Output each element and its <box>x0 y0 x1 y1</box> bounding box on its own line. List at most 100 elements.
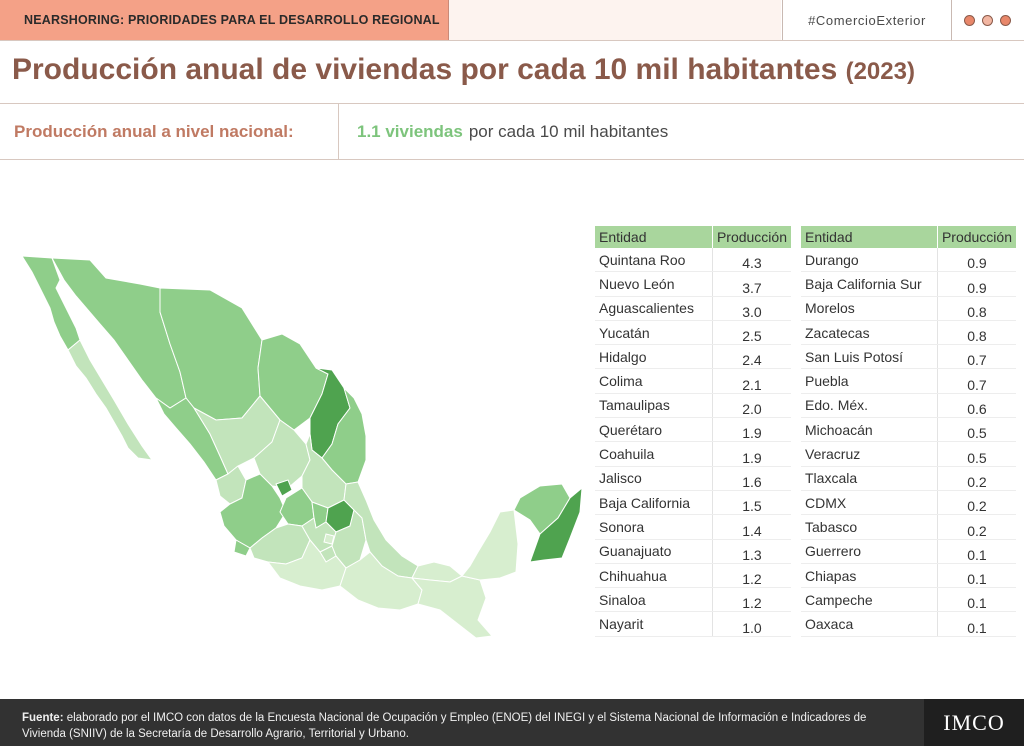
table-row: Sonora 1.4 <box>595 514 791 540</box>
entity-name: Baja California Sur <box>801 271 938 297</box>
map-jalisco <box>219 473 287 549</box>
production-value: 0.2 <box>936 514 1016 540</box>
entity-name: Veracruz <box>801 441 938 467</box>
entity-name: Campeche <box>801 587 938 613</box>
table-row: Guerrero 0.1 <box>801 539 1016 564</box>
table-row: Michoacán 0.5 <box>801 417 1016 443</box>
production-value: 0.5 <box>936 417 1016 443</box>
table-row: Durango 0.9 <box>801 248 1016 273</box>
production-value: 0.9 <box>936 248 1016 273</box>
table-row: Quintana Roo 4.3 <box>595 248 791 273</box>
table-row: Veracruz 0.5 <box>801 441 1016 467</box>
production-value: 4.3 <box>711 248 791 273</box>
table-row: Morelos 0.8 <box>801 296 1016 321</box>
entity-name: Guanajuato <box>595 539 713 564</box>
entity-name: Guerrero <box>801 539 938 564</box>
national-unit: por cada 10 mil habitantes <box>468 121 669 141</box>
source-note: Fuente: elaborado por el IMCO con datos … <box>22 710 892 742</box>
entity-name: Chiapas <box>801 563 938 589</box>
entity-name: Tabasco <box>801 514 938 540</box>
production-table-right: Entidad Producción Durango 0.9 Baja Califo… <box>801 226 1016 637</box>
map-aguascalientes <box>275 479 293 497</box>
table-row: Campeche 0.1 <box>801 587 1016 613</box>
production-value: 2.1 <box>711 368 791 394</box>
footer: Fuente: elaborado por el IMCO con datos … <box>0 699 1024 746</box>
table-row: Puebla 0.7 <box>801 368 1016 394</box>
entity-name: Zacatecas <box>801 320 938 346</box>
table-row: Colima 2.1 <box>595 368 791 394</box>
entity-name: Nayarit <box>595 611 713 637</box>
entity-name: Oaxaca <box>801 611 938 637</box>
production-value: 0.1 <box>936 587 1016 613</box>
column-header-entidad: Entidad <box>801 226 938 248</box>
production-value: 0.5 <box>936 441 1016 467</box>
production-value: 0.9 <box>936 271 1016 297</box>
production-value: 0.1 <box>936 563 1016 589</box>
production-value: 1.5 <box>711 490 791 516</box>
production-value: 3.0 <box>711 296 791 321</box>
production-value: 0.1 <box>936 611 1016 637</box>
table-row: San Luis Potosí 0.7 <box>801 344 1016 370</box>
entity-name: Tlaxcala <box>801 466 938 491</box>
page-title-main: Producción anual de viviendas por cada 1… <box>12 53 838 86</box>
production-value: 0.7 <box>936 368 1016 394</box>
table-row: Tabasco 0.2 <box>801 514 1016 540</box>
production-value: 1.0 <box>711 611 791 637</box>
imco-logo: IMCO <box>924 699 1024 746</box>
table-row: Yucatán 2.5 <box>595 320 791 346</box>
table-row: Zacatecas 0.8 <box>801 320 1016 346</box>
production-value: 0.1 <box>936 539 1016 564</box>
table-row: Tlaxcala 0.2 <box>801 466 1016 491</box>
top-bar: NEARSHORING: PRIORIDADES PARA EL DESARRO… <box>0 0 1024 41</box>
table-row: Nayarit 1.0 <box>595 611 791 637</box>
table-row: Chihuahua 1.2 <box>595 563 791 589</box>
national-value-cell: 1.1 viviendas por cada 10 mil habitantes <box>357 104 668 159</box>
column-header-produccion: Producción <box>936 226 1016 248</box>
entity-name: Aguascalientes <box>595 296 713 321</box>
source-label: Fuente: <box>22 712 64 724</box>
entity-name: Yucatán <box>595 320 713 346</box>
mexico-choropleth-map <box>21 255 583 639</box>
map-chiapas <box>410 575 493 639</box>
entity-name: Quintana Roo <box>595 248 713 273</box>
table-row: Tamaulipas 2.0 <box>595 393 791 419</box>
map-puebla <box>331 509 367 569</box>
window-dots <box>951 0 1024 40</box>
table-row: Aguascalientes 3.0 <box>595 296 791 321</box>
entity-name: Michoacán <box>801 417 938 443</box>
entity-name: Jalisco <box>595 466 713 491</box>
production-value: 0.2 <box>936 466 1016 491</box>
production-value: 1.2 <box>711 563 791 589</box>
national-label-cell: Producción anual a nivel nacional: <box>0 104 339 159</box>
production-value: 1.3 <box>711 539 791 564</box>
page-title: Producción anual de viviendas por cada 1… <box>12 53 915 87</box>
table-row: Nuevo León 3.7 <box>595 271 791 297</box>
imco-logo-text: IMCO <box>943 709 1005 735</box>
hashtag: #ComercioExterior <box>782 0 952 40</box>
production-value: 2.5 <box>711 320 791 346</box>
table-row: Guanajuato 1.3 <box>595 539 791 564</box>
entity-name: Colima <box>595 368 713 394</box>
production-value: 1.4 <box>711 514 791 540</box>
entity-name: Coahuila <box>595 441 713 467</box>
entity-name: Morelos <box>801 296 938 321</box>
entity-name: Sonora <box>595 514 713 540</box>
entity-name: Baja California <box>595 490 713 516</box>
table-row: CDMX 0.2 <box>801 490 1016 516</box>
entity-name: Nuevo León <box>595 271 713 297</box>
entity-name: Hidalgo <box>595 344 713 370</box>
table-row: Querétaro 1.9 <box>595 417 791 443</box>
map-quintana-roo <box>529 486 583 563</box>
production-value: 1.9 <box>711 417 791 443</box>
entity-name: Puebla <box>801 368 938 394</box>
map-guerrero <box>266 539 347 591</box>
entity-name: Durango <box>801 248 938 273</box>
production-value: 0.7 <box>936 344 1016 370</box>
production-value: 3.7 <box>711 271 791 297</box>
table-row: Oaxaca 0.1 <box>801 611 1016 637</box>
map-campeche <box>461 509 519 581</box>
entity-name: Querétaro <box>595 417 713 443</box>
entity-name: Sinaloa <box>595 587 713 613</box>
table-row: Chiapas 0.1 <box>801 563 1016 589</box>
national-value: 1.1 viviendas <box>357 121 463 141</box>
